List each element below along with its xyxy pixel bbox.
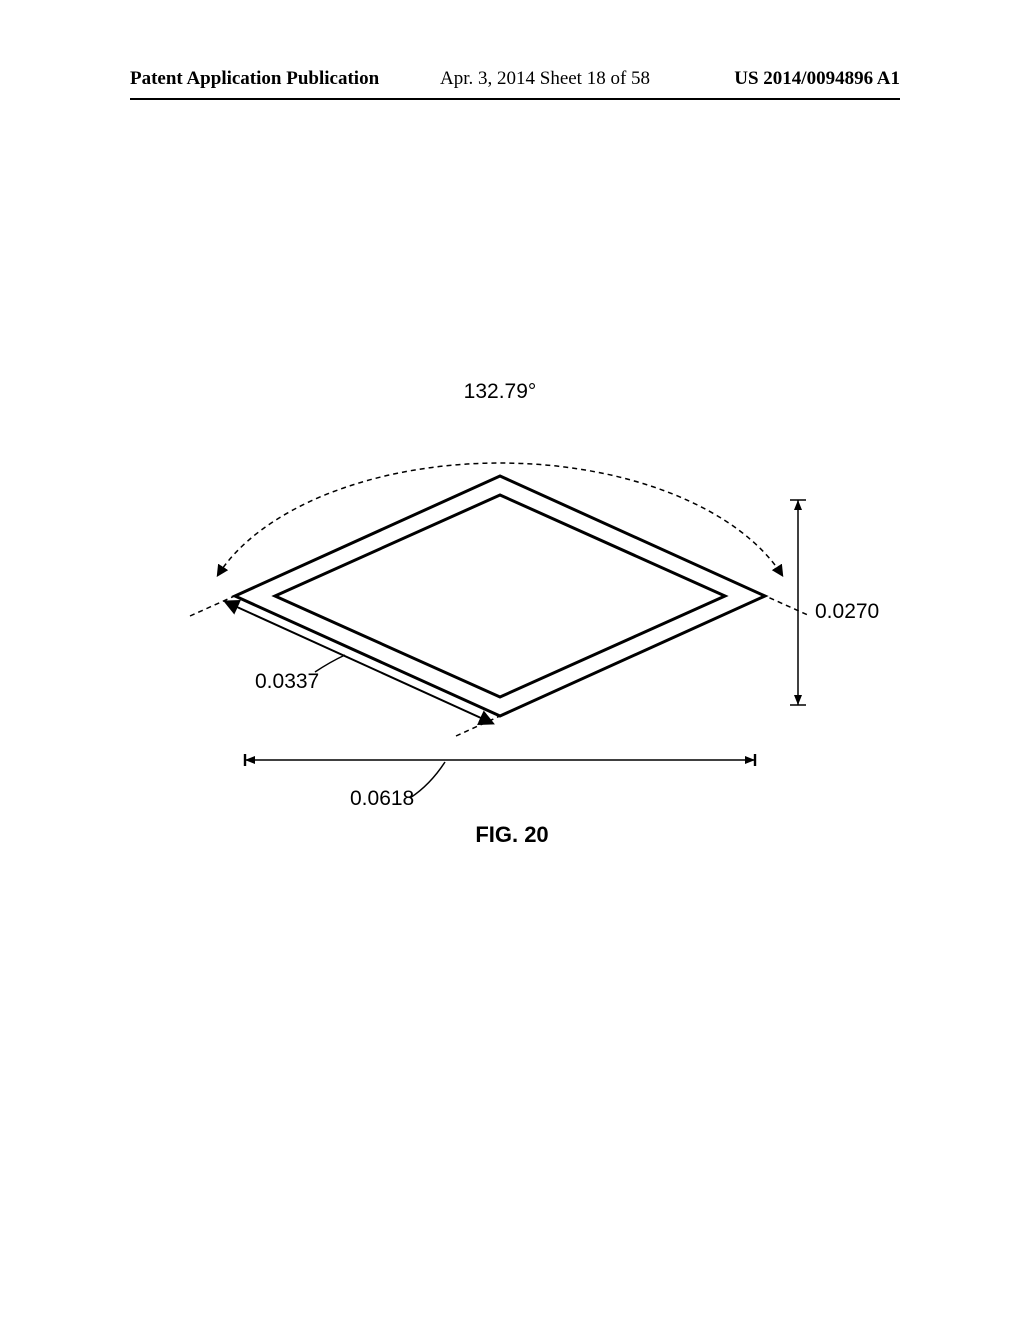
side-leader [315, 655, 345, 672]
angle-label: 132.79° [464, 380, 537, 403]
side-label: 0.0337 [255, 670, 319, 693]
width-leader [410, 762, 445, 798]
figure-diagram: 132.79° 0.0337 0.0618 0.0270 [0, 0, 1024, 1325]
height-label: 0.0270 [815, 600, 879, 623]
figure-caption: FIG. 20 [0, 822, 1024, 848]
side-dim-line [226, 602, 492, 723]
angle-arc [218, 463, 782, 575]
rhombus-inner [275, 495, 725, 697]
page: Patent Application Publication Apr. 3, 2… [0, 0, 1024, 1320]
width-label: 0.0618 [350, 787, 414, 810]
